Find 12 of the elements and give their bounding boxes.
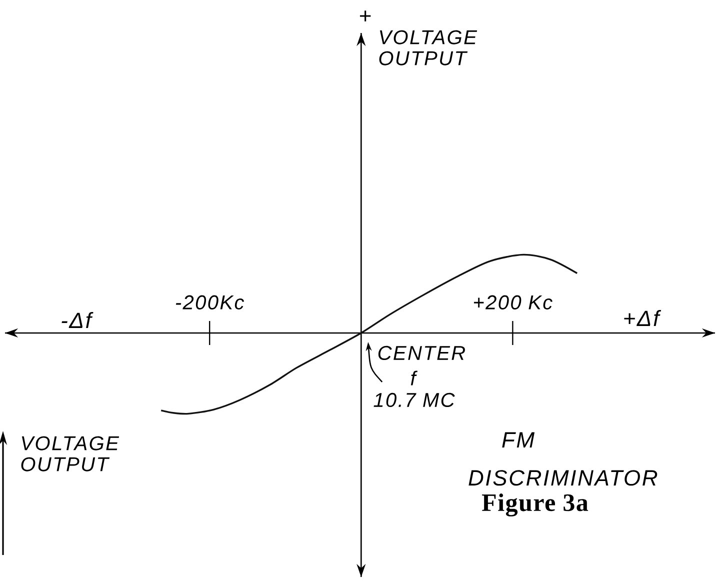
x-tick-label: -200Kc bbox=[176, 295, 244, 310]
annotation: CENTER bbox=[378, 346, 465, 360]
annotation: -Δf bbox=[62, 312, 94, 328]
annotation: 10.7 MC bbox=[374, 392, 455, 408]
text: VOLTAGE OUTPUT bbox=[21, 436, 120, 472]
x-tick-label: +200 Kc bbox=[474, 295, 552, 310]
annotation: f bbox=[410, 370, 418, 386]
annotation: +Δf bbox=[624, 310, 662, 326]
text: VOLTAGE OUTPUT bbox=[379, 30, 478, 66]
caption: Figure 3a bbox=[482, 494, 588, 516]
text: + bbox=[360, 10, 371, 22]
text: FM DISCRIMINATOR bbox=[468, 432, 658, 486]
